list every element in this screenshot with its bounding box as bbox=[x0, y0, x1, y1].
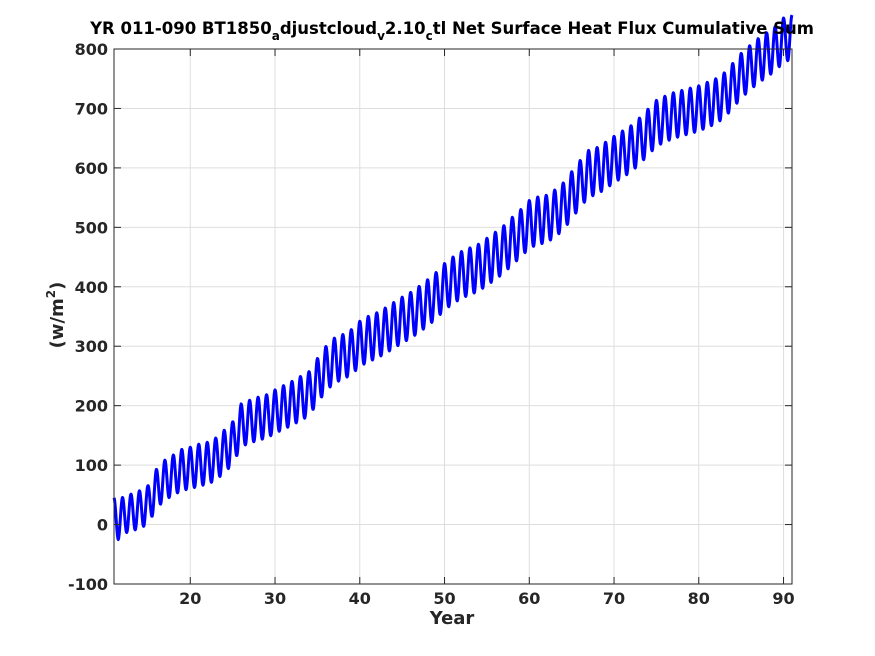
y-tick-label: 400 bbox=[75, 278, 108, 297]
x-axis: 20 30 40 50 60 70 80 90 bbox=[179, 49, 795, 608]
x-tick-label: 70 bbox=[603, 589, 625, 608]
y-tick-label: -100 bbox=[68, 575, 108, 594]
y-tick-label: 800 bbox=[75, 40, 108, 59]
title-part: 2.10 bbox=[385, 19, 426, 38]
x-tick-label: 40 bbox=[349, 589, 371, 608]
x-axis-label: Year bbox=[429, 608, 475, 629]
x-tick-label: 50 bbox=[433, 589, 455, 608]
y-tick-label: 100 bbox=[75, 456, 108, 475]
x-tick-label: 60 bbox=[518, 589, 540, 608]
x-tick-label: 90 bbox=[772, 589, 794, 608]
title-part: YR 011-090 BT1850 bbox=[89, 19, 272, 38]
axes-box bbox=[113, 48, 793, 585]
plot-frame bbox=[113, 48, 793, 585]
y-tick-label: 500 bbox=[75, 218, 108, 237]
title-part: a bbox=[272, 29, 280, 43]
y-tick-label: 600 bbox=[75, 159, 108, 178]
y-axis-label: (w/m2) bbox=[44, 282, 68, 349]
x-tick-label: 80 bbox=[688, 589, 710, 608]
y-axis: -100 0 100 200 300 400 500 600 700 800 bbox=[68, 40, 792, 594]
title-part: djustcloud bbox=[280, 19, 377, 38]
plot-area bbox=[114, 49, 792, 584]
y-tick-label: 200 bbox=[75, 397, 108, 416]
title-part: tl Net Surface Heat Flux Cumulative Sum bbox=[433, 19, 814, 38]
x-tick-label: 30 bbox=[264, 589, 286, 608]
chart-title: YR 011-090 BT1850adjustcloudv2.10ctl Net… bbox=[89, 19, 814, 43]
y-axis-label-base: (w/m bbox=[47, 298, 68, 348]
plot-background bbox=[114, 49, 792, 584]
series-layer bbox=[112, 14, 794, 542]
x-tick-label: 20 bbox=[179, 589, 201, 608]
y-tick-label: 700 bbox=[75, 99, 108, 118]
y-tick-label: 300 bbox=[75, 337, 108, 356]
y-axis-label-close: ) bbox=[47, 282, 68, 290]
title-part: c bbox=[426, 29, 433, 43]
series-line bbox=[112, 14, 794, 542]
y-axis-label-sup: 2 bbox=[44, 290, 58, 298]
title-part: v bbox=[377, 29, 385, 43]
y-tick-label: 0 bbox=[97, 516, 108, 535]
